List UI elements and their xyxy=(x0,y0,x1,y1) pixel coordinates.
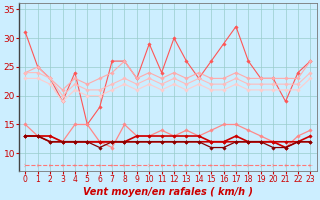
X-axis label: Vent moyen/en rafales ( km/h ): Vent moyen/en rafales ( km/h ) xyxy=(83,187,253,197)
